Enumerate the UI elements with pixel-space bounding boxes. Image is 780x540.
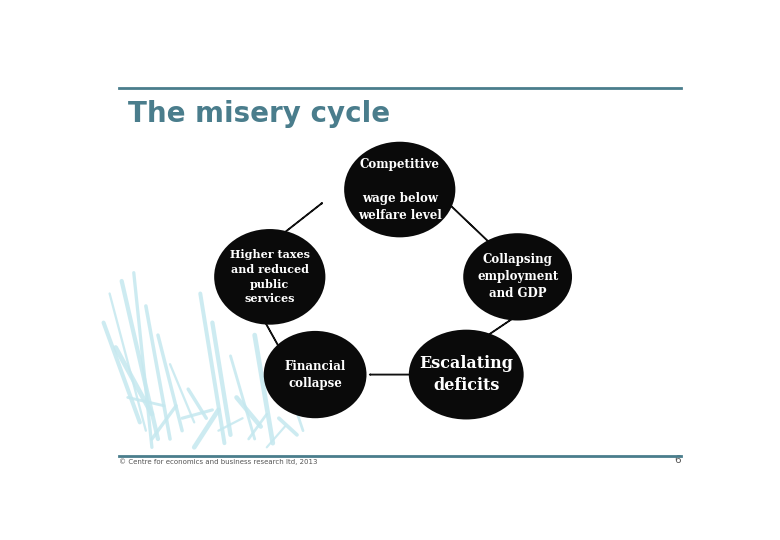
FancyArrowPatch shape (278, 203, 322, 237)
Text: Financial
collapse: Financial collapse (285, 360, 346, 389)
FancyArrowPatch shape (483, 319, 512, 339)
Text: Escalating
deficits: Escalating deficits (419, 355, 513, 394)
Text: Collapsing
employment
and GDP: Collapsing employment and GDP (477, 253, 558, 300)
FancyArrowPatch shape (261, 314, 278, 345)
Ellipse shape (264, 331, 367, 418)
Text: Higher taxes
and reduced
public
services: Higher taxes and reduced public services (230, 249, 310, 304)
Text: 6: 6 (674, 455, 681, 465)
Ellipse shape (409, 329, 523, 420)
Text: © Centre for economics and business research ltd, 2013: © Centre for economics and business rese… (119, 458, 317, 465)
FancyArrowPatch shape (370, 374, 416, 375)
Ellipse shape (215, 229, 325, 325)
Text: Competitive

wage below
welfare level: Competitive wage below welfare level (358, 158, 441, 221)
FancyArrowPatch shape (447, 202, 489, 242)
Ellipse shape (463, 233, 572, 321)
Text: The misery cycle: The misery cycle (128, 100, 390, 128)
Ellipse shape (344, 141, 456, 238)
